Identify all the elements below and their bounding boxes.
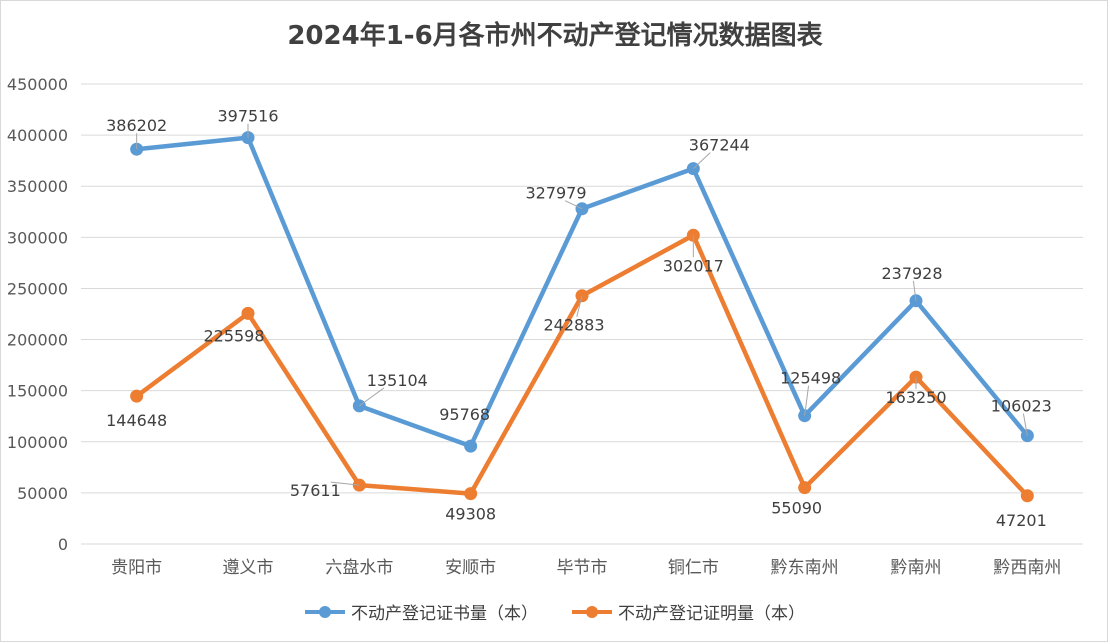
- data-label: 163250: [885, 388, 946, 407]
- data-label: 55090: [771, 499, 822, 518]
- data-label: 225598: [203, 326, 264, 345]
- x-tick-label: 铜仁市: [668, 558, 719, 578]
- data-label: 47201: [996, 511, 1047, 530]
- leader-line: [912, 280, 917, 301]
- y-tick-label: 300000: [7, 228, 68, 247]
- y-tick-label: 250000: [7, 279, 68, 298]
- data-label: 397516: [217, 107, 278, 126]
- data-point: [1020, 489, 1034, 503]
- y-tick-label: 350000: [7, 177, 68, 196]
- data-label: 95768: [439, 405, 490, 424]
- leader-line: [564, 200, 583, 210]
- leader-line: [330, 481, 360, 486]
- y-tick-label: 150000: [7, 382, 68, 401]
- data-label: 135104: [367, 371, 428, 390]
- data-point: [798, 481, 812, 495]
- legend-item-proofs: 不动产登记证明量（本）: [572, 599, 805, 624]
- y-tick-label: 450000: [7, 75, 68, 94]
- x-tick-label: 贵阳市: [111, 558, 162, 578]
- data-label: 386202: [106, 116, 167, 135]
- chart-title: 2024年1-6月各市州不动产登记情况数据图表: [287, 21, 823, 51]
- chart-legend: 不动产登记证书量（本） 不动产登记证明量（本）: [1, 599, 1109, 624]
- data-label: 106023: [991, 397, 1052, 416]
- data-label: 367244: [689, 136, 750, 155]
- leader-line: [692, 152, 711, 169]
- x-tick-label: 黔西南州: [993, 558, 1061, 578]
- data-label: 302017: [663, 256, 724, 275]
- x-tick-label: 黔东南州: [771, 558, 839, 578]
- legend-label-certificates: 不动产登记证书量（本）: [351, 604, 538, 624]
- y-tick-label: 100000: [7, 433, 68, 452]
- data-label: 125498: [780, 369, 841, 388]
- leader-line: [804, 385, 810, 416]
- data-label: 144648: [106, 411, 167, 430]
- data-point: [241, 306, 255, 320]
- data-label: 57611: [290, 481, 341, 500]
- legend-swatch-orange-icon: [572, 605, 612, 619]
- x-tick-label: 遵义市: [223, 558, 274, 578]
- data-label: 327979: [525, 184, 586, 203]
- data-label: 237928: [881, 264, 942, 283]
- x-tick-label: 安顺市: [445, 558, 496, 578]
- leader-line: [359, 387, 385, 407]
- data-label: 242883: [543, 316, 604, 335]
- data-point: [130, 389, 144, 403]
- y-tick-label: 400000: [7, 126, 68, 145]
- legend-item-certificates: 不动产登记证书量（本）: [305, 599, 538, 624]
- y-tick-label: 50000: [17, 484, 68, 503]
- x-tick-label: 黔南州: [891, 558, 942, 578]
- line-chart-plot: 0 50000 100000 150000 200000 250000 300000 3500…: [7, 75, 1083, 578]
- data-point: [464, 487, 478, 501]
- legend-label-proofs: 不动产登记证明量（本）: [618, 604, 805, 624]
- legend-swatch-blue-icon: [305, 605, 345, 619]
- data-label: 49308: [445, 505, 496, 524]
- y-tick-label: 200000: [7, 331, 68, 350]
- x-tick-label: 毕节市: [557, 558, 608, 578]
- data-point: [464, 439, 478, 453]
- leader-line: [576, 295, 583, 317]
- leader-line: [1022, 413, 1028, 436]
- y-tick-label: 0: [58, 535, 68, 554]
- x-tick-label: 六盘水市: [325, 558, 393, 578]
